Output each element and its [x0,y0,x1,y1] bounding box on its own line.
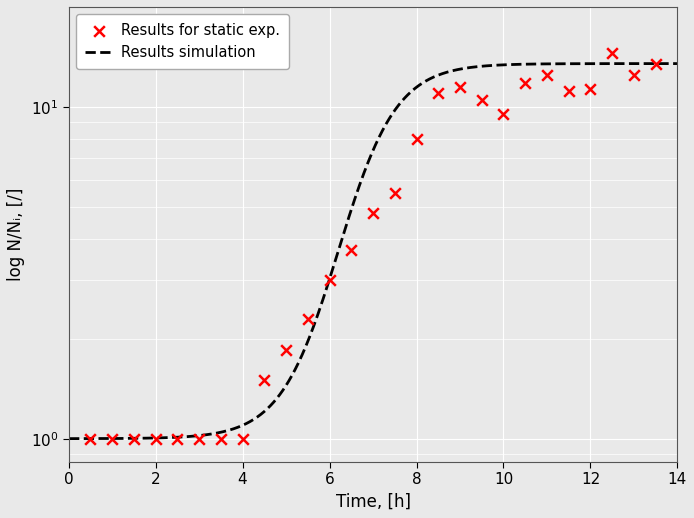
Line: Results simulation: Results simulation [69,64,677,439]
Results for static exp. [150,435,161,443]
Results simulation [127,435,135,441]
Results for static exp. [541,70,552,79]
Results for static exp. [259,376,270,384]
Results simulation [550,61,559,67]
Results simulation [65,436,73,442]
Results simulation [333,252,341,258]
Results for static exp. [432,89,443,97]
Results for static exp. [411,135,422,143]
Results for static exp. [563,87,574,95]
Results for static exp. [650,60,661,68]
Y-axis label: log N/Nᵢ, [/]: log N/Nᵢ, [/] [7,188,25,281]
Results for static exp. [628,70,639,79]
Results for static exp. [128,435,139,443]
Results simulation [482,63,491,69]
Results for static exp. [520,79,531,87]
Results for static exp. [215,435,226,443]
Results for static exp. [585,85,596,93]
Results for static exp. [455,82,466,91]
Results for static exp. [324,276,335,284]
Results for static exp. [280,346,291,354]
Results simulation [539,61,548,67]
Legend: Results for static exp., Results simulation: Results for static exp., Results simulat… [76,14,289,69]
Results simulation [311,319,319,325]
X-axis label: Time, [h]: Time, [h] [335,493,411,511]
Results for static exp. [476,96,487,104]
Results for static exp. [367,208,378,217]
Results for static exp. [237,435,248,443]
Results for static exp. [194,435,205,443]
Results for static exp. [172,435,183,443]
Results for static exp. [346,246,357,254]
Results for static exp. [498,110,509,119]
Results for static exp. [107,435,118,443]
Results for static exp. [302,314,313,323]
Results for static exp. [85,435,96,443]
Results simulation [673,61,682,67]
Results for static exp. [389,189,400,197]
Results for static exp. [607,49,618,57]
